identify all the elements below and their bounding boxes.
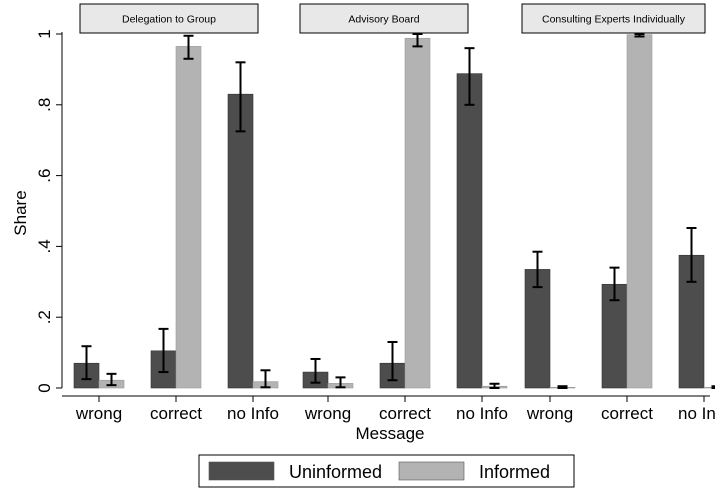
bar-uninformed [601, 283, 628, 389]
x-tick-label: no Info [456, 404, 508, 423]
y-axis-title: Share [11, 190, 30, 235]
panel-title: Consulting Experts Individually [542, 14, 686, 26]
y-tick-label: 0 [35, 383, 54, 392]
x-tick-label: wrong [526, 404, 573, 423]
bar-uninformed [456, 73, 483, 389]
legend-swatch [398, 461, 465, 481]
legend-label: Informed [479, 462, 550, 482]
y-tick-label: .2 [35, 310, 54, 324]
panel-headers: Delegation to Group Advisory Board Consult… [79, 3, 706, 34]
legend-swatch [208, 461, 275, 481]
x-tick-label: correct [601, 404, 653, 423]
x-tick-label: wrong [304, 404, 351, 423]
bar-informed [626, 34, 653, 389]
error-bars [81, 33, 715, 389]
legend-label: Uninformed [289, 462, 382, 482]
x-axis: wrong correct no Info wrong correct no Info wr… [62, 395, 715, 423]
x-tick-label: correct [150, 404, 202, 423]
bar-uninformed [524, 269, 551, 389]
x-tick-label: no Info [678, 404, 715, 423]
y-axis: 0 .2 .4 .6 .8 1 [35, 29, 63, 393]
x-tick-label: correct [379, 404, 431, 423]
panel-header-box [79, 3, 259, 34]
bars [73, 34, 715, 389]
x-axis-title: Message [356, 424, 425, 443]
y-tick-label: .6 [35, 169, 54, 183]
legend: Uninformed Informed [198, 454, 575, 488]
bar-uninformed [227, 93, 254, 389]
panel-header-box [521, 3, 706, 34]
panel-header-box [299, 3, 469, 34]
panel-title: Delegation to Group [122, 14, 216, 26]
y-tick-label: 1 [35, 29, 54, 38]
y-tick-label: .8 [35, 98, 54, 112]
bar-informed [404, 37, 431, 389]
x-tick-label: wrong [75, 404, 122, 423]
panel-title: Advisory Board [348, 14, 419, 26]
bar-informed [175, 46, 202, 389]
x-tick-label: no Info [227, 404, 279, 423]
bar-informed [703, 386, 715, 389]
y-tick-label: .4 [35, 239, 54, 253]
